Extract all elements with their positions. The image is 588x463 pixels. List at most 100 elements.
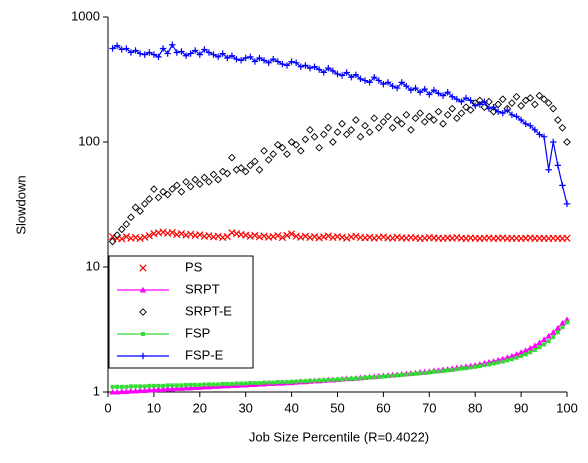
marker <box>522 120 529 127</box>
marker <box>269 150 278 158</box>
marker <box>164 50 171 57</box>
legend-label: FSP <box>185 325 210 340</box>
marker <box>397 119 406 128</box>
marker <box>219 50 226 57</box>
marker <box>444 89 451 96</box>
marker <box>395 373 400 378</box>
marker <box>480 103 489 111</box>
marker <box>389 82 396 90</box>
marker <box>214 53 222 61</box>
marker <box>278 143 287 152</box>
marker <box>517 101 525 110</box>
marker <box>287 138 296 146</box>
marker <box>361 121 369 130</box>
x-tick-label: 100 <box>556 400 578 415</box>
marker <box>431 369 436 374</box>
legend-label: FSP-E <box>185 347 224 362</box>
y-axis-label: Slowdown <box>13 175 28 234</box>
marker <box>366 79 373 86</box>
marker <box>178 385 185 391</box>
marker <box>380 81 387 88</box>
marker <box>186 230 195 238</box>
marker <box>223 169 232 178</box>
marker <box>421 85 428 93</box>
marker <box>127 213 135 222</box>
marker <box>306 64 314 72</box>
marker <box>352 116 360 124</box>
marker <box>132 387 139 394</box>
marker <box>147 383 152 388</box>
marker <box>482 363 487 368</box>
marker <box>407 126 415 134</box>
marker <box>347 126 356 134</box>
marker <box>283 62 291 69</box>
marker <box>159 386 167 392</box>
marker <box>165 383 170 388</box>
marker <box>540 95 548 104</box>
marker <box>200 173 209 182</box>
marker <box>500 359 505 364</box>
marker <box>393 84 401 92</box>
marker <box>186 182 195 191</box>
marker <box>113 388 121 395</box>
marker <box>462 103 470 111</box>
marker <box>187 384 194 391</box>
marker <box>528 350 533 355</box>
marker <box>280 380 285 385</box>
marker <box>554 324 562 331</box>
marker <box>192 47 199 54</box>
marker <box>241 167 250 176</box>
marker <box>426 91 433 98</box>
marker <box>210 51 217 58</box>
y-tick-label: 1000 <box>71 8 100 23</box>
marker <box>371 73 378 81</box>
marker <box>302 62 309 69</box>
marker <box>214 232 222 240</box>
marker <box>251 231 259 240</box>
marker <box>161 383 166 388</box>
marker <box>453 95 461 103</box>
marker <box>390 373 395 378</box>
marker <box>560 325 565 330</box>
marker <box>523 352 528 357</box>
legend-box <box>108 255 254 369</box>
marker <box>248 381 253 386</box>
marker <box>260 57 268 64</box>
marker <box>521 96 530 105</box>
marker <box>256 54 263 62</box>
marker <box>140 200 149 208</box>
marker <box>307 378 312 383</box>
marker <box>260 146 268 155</box>
marker <box>155 386 162 392</box>
legend-label: SRPT-E <box>185 303 232 318</box>
marker <box>496 360 501 365</box>
marker <box>554 162 562 169</box>
marker <box>550 138 557 146</box>
marker <box>477 364 482 369</box>
marker <box>526 94 535 102</box>
marker <box>168 185 177 193</box>
marker <box>338 72 346 79</box>
marker <box>372 375 377 380</box>
marker <box>342 130 351 139</box>
marker <box>122 232 130 241</box>
marker <box>239 381 244 386</box>
marker <box>435 90 442 97</box>
marker <box>150 185 158 193</box>
marker <box>517 116 525 124</box>
marker <box>513 113 520 120</box>
marker <box>436 369 441 374</box>
legend-marker <box>139 352 147 360</box>
marker <box>549 104 558 113</box>
marker <box>402 110 411 119</box>
marker <box>246 161 255 170</box>
marker <box>283 150 291 158</box>
marker <box>514 355 519 360</box>
legend: PS SRPT SRPT-E FSP FSP-E <box>108 255 254 369</box>
marker <box>563 138 571 146</box>
marker <box>196 231 204 239</box>
x-tick-label: 60 <box>376 400 390 415</box>
marker <box>279 60 286 68</box>
marker <box>247 53 254 61</box>
marker <box>163 190 172 199</box>
